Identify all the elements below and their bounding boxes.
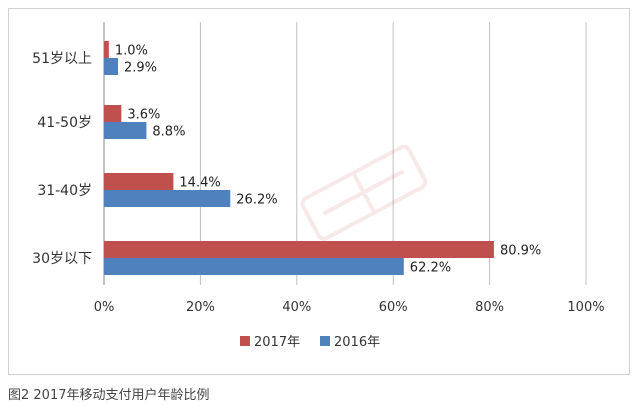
- data-label: 26.2%: [236, 193, 277, 208]
- x-tick-label: 60%: [379, 300, 408, 315]
- bar: [104, 258, 404, 275]
- data-label: 3.6%: [127, 108, 160, 123]
- x-tick-labels: 0% 20% 40% 60% 80% 100%: [94, 300, 605, 315]
- category-label: 31-40岁: [37, 183, 92, 199]
- bar: [104, 122, 147, 139]
- data-label: 80.9%: [500, 244, 541, 259]
- x-tick-label: 40%: [282, 300, 311, 315]
- data-label: 62.2%: [410, 261, 451, 276]
- bars: [104, 41, 494, 275]
- bar: [104, 173, 174, 190]
- category-label: 51岁以上: [32, 51, 92, 67]
- category-label: 41-50岁: [37, 115, 92, 131]
- data-label: 14.4%: [179, 176, 220, 191]
- x-tick-label: 20%: [186, 300, 215, 315]
- data-label: 2.9%: [124, 61, 157, 76]
- legend-label: 2016年: [334, 335, 380, 350]
- legend: 2017年 2016年: [240, 335, 380, 350]
- bar-chart: 1.0% 3.6% 14.4% 80.9% 2.9% 8.8% 26.2% 62.2% 51岁…: [32, 22, 605, 350]
- data-label: 8.8%: [152, 125, 185, 140]
- legend-label: 2017年: [254, 335, 300, 350]
- data-labels: 1.0% 3.6% 14.4% 80.9% 2.9% 8.8% 26.2% 62.2%: [115, 44, 541, 276]
- bar: [104, 58, 118, 75]
- bar: [104, 190, 231, 207]
- figure-caption: 图2 2017年移动支付用户年龄比例: [8, 388, 210, 403]
- legend-swatch: [320, 336, 330, 346]
- bar: [104, 105, 122, 122]
- data-label: 1.0%: [115, 44, 148, 59]
- category-labels: 51岁以上 41-50岁 31-40岁 30岁以下: [32, 51, 92, 267]
- bar: [104, 41, 109, 58]
- legend-swatch: [240, 336, 250, 346]
- x-tick-label: 80%: [475, 300, 504, 315]
- x-tick-label: 100%: [567, 300, 604, 315]
- x-tick-label: 0%: [94, 300, 115, 315]
- bar: [104, 241, 494, 258]
- category-label: 30岁以下: [32, 251, 92, 267]
